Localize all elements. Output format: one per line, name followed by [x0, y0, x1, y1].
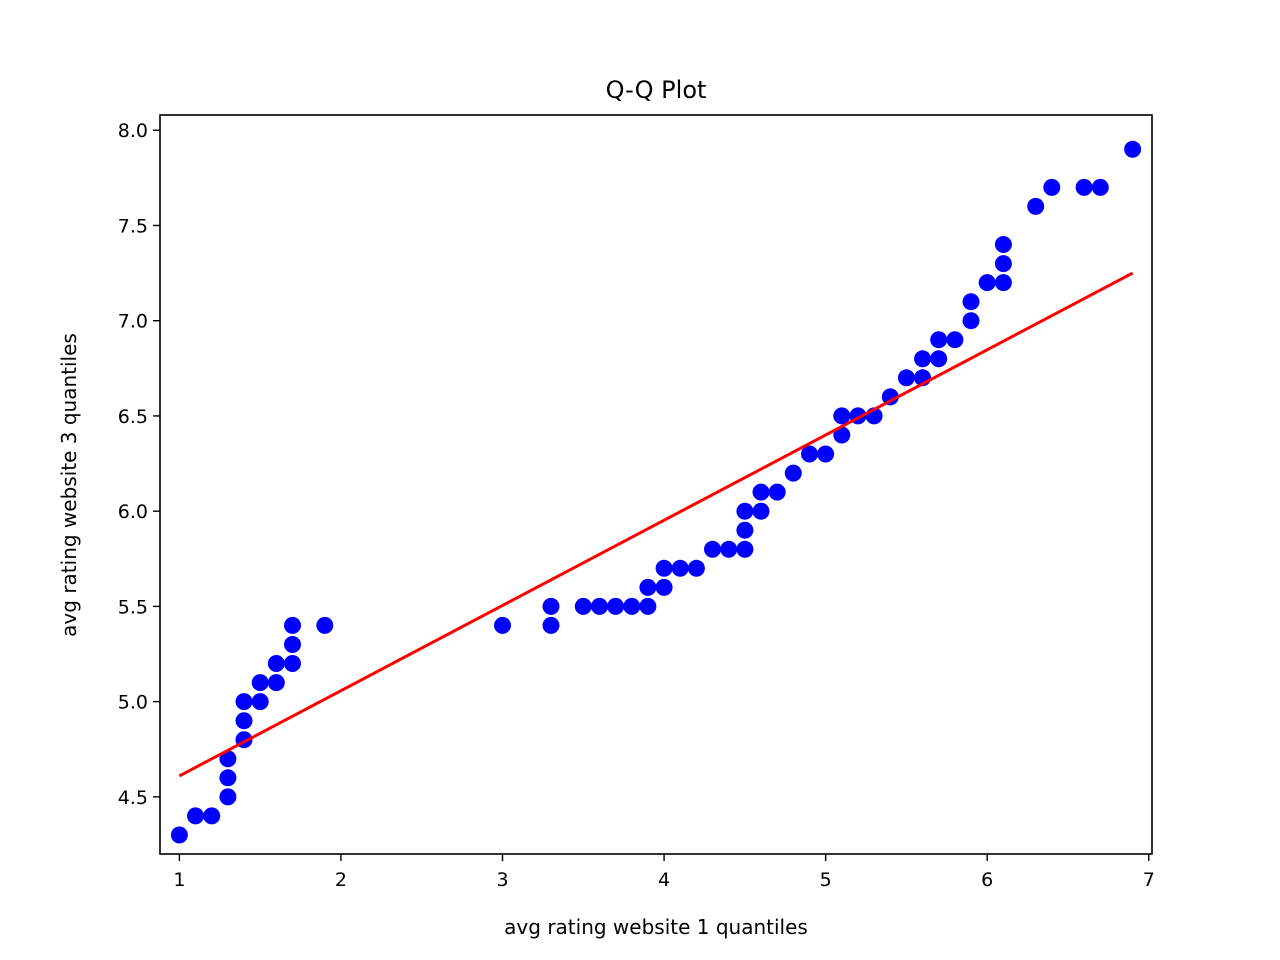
data-point — [591, 597, 608, 615]
data-point — [946, 331, 964, 349]
y-tick-label: 6.0 — [118, 501, 148, 523]
data-point — [574, 597, 592, 615]
data-point — [881, 388, 899, 406]
data-point — [639, 597, 657, 615]
data-point — [801, 445, 818, 463]
data-point — [170, 826, 188, 844]
data-point — [930, 350, 948, 368]
data-point — [284, 616, 301, 634]
y-tick-label: 7.0 — [118, 311, 148, 333]
data-point — [736, 521, 754, 539]
data-point — [1091, 178, 1109, 196]
y-tick-label: 8.0 — [118, 120, 148, 142]
data-point — [687, 559, 705, 577]
data-point — [752, 502, 770, 520]
data-point — [235, 712, 253, 730]
data-point — [752, 483, 770, 501]
x-axis-label: avg rating website 1 quantiles — [504, 915, 808, 939]
data-point — [962, 312, 980, 330]
data-point — [994, 274, 1012, 292]
data-point — [267, 674, 285, 692]
y-tick-label: 5.0 — [118, 692, 148, 714]
data-point — [542, 597, 560, 615]
data-point — [639, 578, 657, 596]
data-point — [1075, 178, 1093, 196]
y-tick-label: 4.5 — [118, 787, 148, 809]
data-point — [978, 274, 996, 292]
x-tick-label: 7 — [1143, 869, 1155, 891]
data-point — [994, 255, 1012, 273]
y-tick-label: 6.5 — [118, 406, 148, 428]
data-point — [704, 540, 721, 558]
data-point — [542, 616, 560, 634]
y-axis: 4.5 5.0 5.5 6.0 6.5 7.0 7.5 8.0 — [118, 120, 160, 809]
data-point — [284, 636, 301, 653]
data-point — [203, 807, 221, 825]
data-point — [720, 540, 738, 558]
data-point — [655, 559, 673, 577]
data-point — [736, 502, 754, 520]
data-point — [736, 540, 754, 558]
x-tick-label: 3 — [496, 869, 508, 891]
plot-area — [170, 140, 1142, 844]
data-point — [914, 350, 932, 368]
data-point — [817, 445, 835, 463]
x-tick-label: 1 — [173, 869, 185, 891]
data-point — [1124, 140, 1142, 158]
y-axis-label: avg rating website 3 quantiles — [57, 333, 81, 637]
data-point — [655, 578, 673, 596]
data-point — [219, 750, 237, 768]
data-point — [994, 236, 1012, 253]
plot-frame — [159, 114, 1153, 855]
data-point — [897, 369, 915, 387]
data-point — [251, 693, 269, 711]
data-point — [219, 788, 237, 806]
data-point — [284, 655, 301, 672]
x-tick-label: 2 — [335, 869, 347, 891]
data-point — [962, 293, 980, 311]
data-point — [930, 331, 948, 349]
data-point — [784, 464, 802, 482]
data-point — [316, 616, 334, 634]
data-point — [187, 807, 204, 825]
data-point — [607, 597, 625, 615]
data-point — [251, 674, 269, 692]
y-tick-label: 7.5 — [118, 215, 148, 237]
data-point — [267, 655, 285, 672]
data-point — [768, 483, 786, 501]
data-point — [833, 407, 851, 425]
data-point — [235, 693, 253, 711]
x-tick-label: 6 — [981, 869, 993, 891]
data-point — [623, 597, 641, 615]
data-point — [219, 769, 237, 787]
data-point — [1043, 178, 1061, 196]
y-tick-label: 5.5 — [118, 596, 148, 618]
data-point — [833, 426, 851, 444]
x-tick-label: 4 — [658, 869, 670, 891]
data-point — [671, 559, 689, 577]
data-point — [1027, 197, 1045, 215]
reference-line — [178, 271, 1134, 778]
data-point — [494, 616, 511, 634]
x-axis: 1 2 3 4 5 6 7 — [173, 854, 1155, 891]
x-tick-label: 5 — [820, 869, 832, 891]
chart-title: Q-Q Plot — [606, 76, 707, 104]
